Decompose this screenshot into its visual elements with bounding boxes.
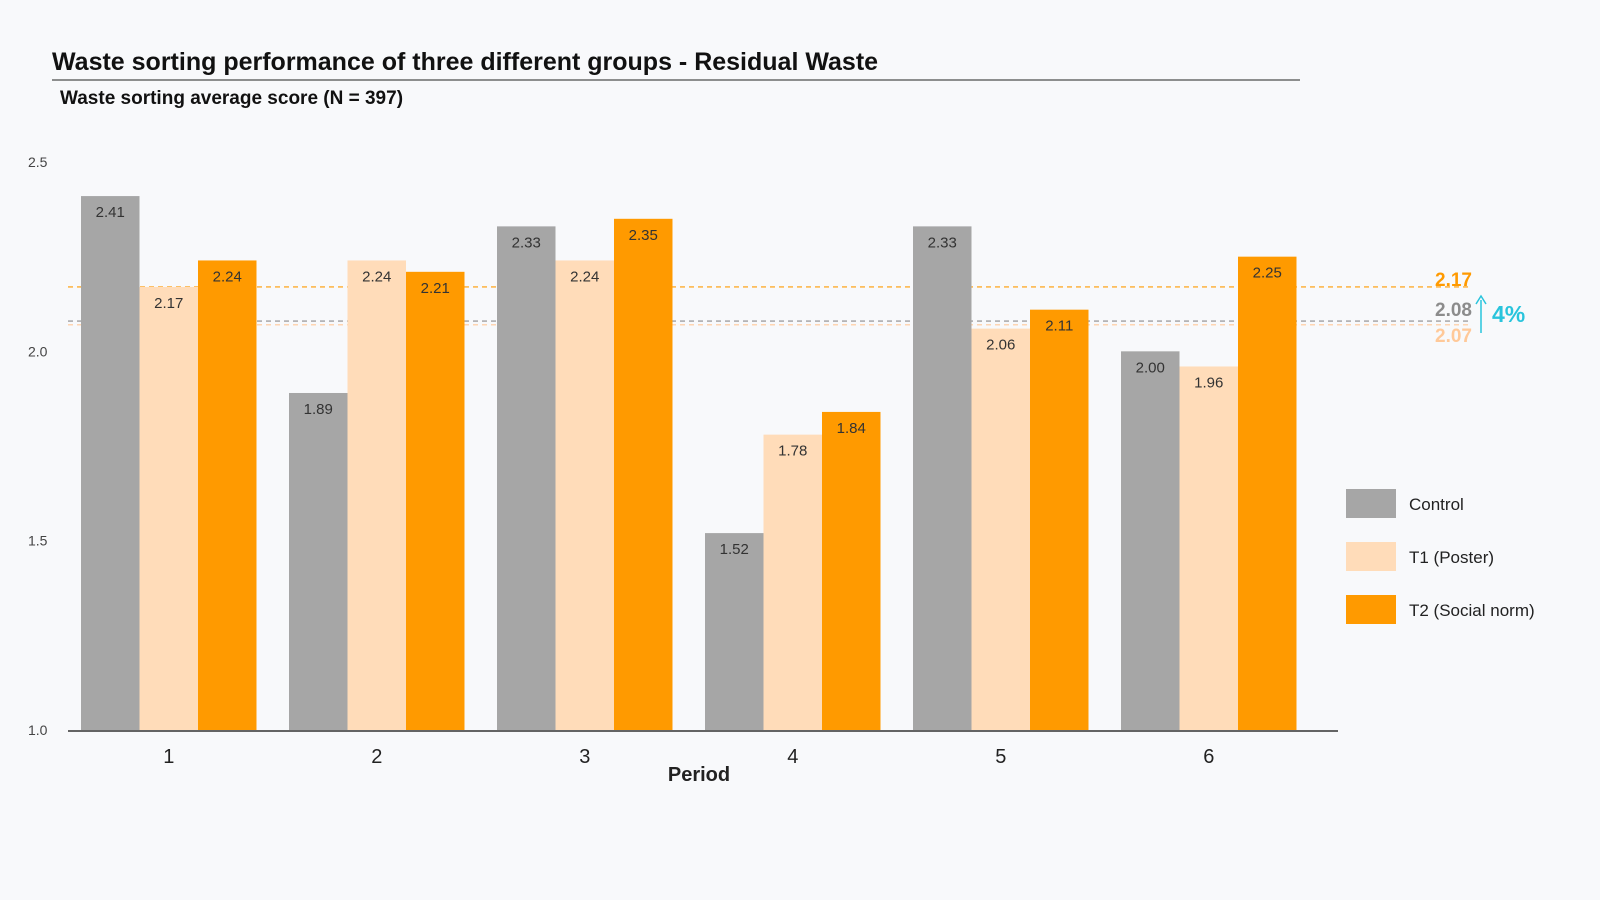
bar [705,533,764,730]
y-tick-label: 2.0 [28,343,48,359]
reference-value-label: 2.08 [1435,300,1472,321]
bar-value-label: 2.35 [629,227,658,244]
legend-label: T1 (Poster) [1409,548,1494,567]
bar [555,260,614,730]
bar [139,286,198,730]
y-tick-label: 2.5 [28,154,48,170]
legend-swatch [1346,542,1396,571]
y-tick-label: 1.5 [28,533,48,549]
bar [822,411,881,730]
bar-value-label: 1.78 [778,443,807,460]
bar-value-label: 2.33 [512,234,541,251]
y-axis: 2.5 2.0 1.5 1.0 [28,154,48,738]
bar [497,226,556,730]
reference-value-label: 2.17 [1435,270,1472,291]
bar-labels: 2.41 2.17 2.24 1.89 2.24 2.21 2.33 2.24 2.35 1.52… [96,204,1282,558]
bar [913,226,972,730]
reference-value-label: 2.07 [1435,326,1472,347]
x-tick-label: 1 [163,746,174,768]
arrow-up-icon [1475,294,1487,305]
bar-value-label: 2.21 [421,280,450,297]
bar-value-label: 1.52 [720,541,749,558]
bar-value-label: 2.24 [570,268,599,285]
x-axis: 1 2 3 4 5 6 [163,746,1214,768]
chart-subtitle: Waste sorting average score (N = 397) [60,88,403,109]
bar-value-label: 2.24 [213,268,242,285]
legend-label: Control [1409,495,1464,514]
bars [81,196,1297,731]
bar-value-label: 2.25 [1253,265,1282,282]
legend-swatch [1346,595,1396,624]
bar-value-label: 2.41 [96,204,125,221]
bar-value-label: 2.24 [362,268,391,285]
legend: Control T1 (Poster) T2 (Social norm) [1346,489,1535,624]
legend-label: T2 (Social norm) [1409,601,1535,620]
bar [1030,309,1089,730]
bar [81,196,140,730]
bar-value-label: 2.00 [1136,359,1165,376]
reference-annotations: 2.17 2.08 2.07 [1435,270,1472,347]
x-axis-label: Period [668,764,730,786]
bar-value-label: 1.96 [1194,374,1223,391]
bar [347,260,406,730]
bar-value-label: 2.33 [928,234,957,251]
legend-swatch [1346,489,1396,518]
bar [289,392,348,730]
x-tick-label: 4 [787,746,798,768]
x-tick-label: 2 [371,746,382,768]
bar-value-label: 1.89 [304,401,333,418]
y-tick-label: 1.0 [28,722,48,738]
x-tick-label: 6 [1203,746,1214,768]
bar-value-label: 2.11 [1045,318,1073,335]
bar [1121,351,1180,730]
change-annotation: 4% [1475,294,1525,333]
bar [763,434,822,730]
x-tick-label: 5 [995,746,1006,768]
bar-value-label: 2.17 [154,295,183,312]
bar [614,218,673,731]
bar [1238,256,1297,730]
bar-value-label: 2.06 [986,337,1015,354]
bar-value-label: 1.84 [837,420,866,437]
chart-title: Waste sorting performance of three diffe… [52,48,878,76]
bar [1179,366,1238,730]
bar [406,271,465,730]
change-percent-label: 4% [1492,301,1525,327]
x-tick-label: 3 [579,746,590,768]
bar [198,260,257,730]
bar [971,328,1030,730]
